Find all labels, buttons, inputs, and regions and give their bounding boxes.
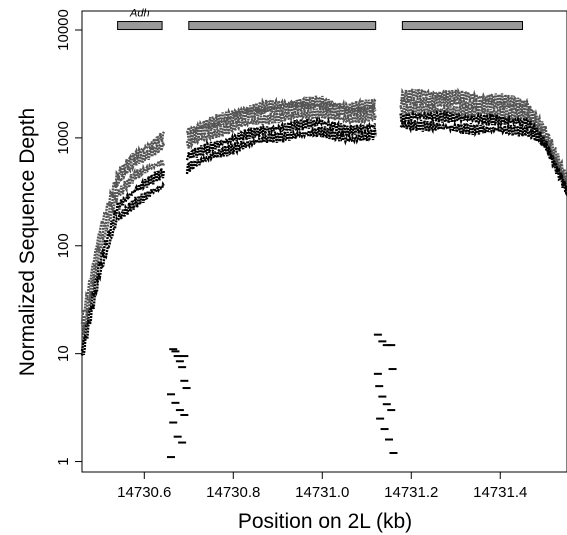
series-group bbox=[80, 86, 567, 356]
y-tick-label-0: 1 bbox=[55, 457, 72, 465]
y-tick-label-3: 1000 bbox=[55, 121, 72, 154]
series-3-segment-1 bbox=[185, 115, 376, 164]
gap-point-13 bbox=[182, 387, 191, 390]
x-tick-label-2: 14731.0 bbox=[295, 484, 349, 501]
gap-point-27 bbox=[389, 452, 398, 455]
y-tick-label-4: 10000 bbox=[55, 9, 72, 51]
gap-point-5 bbox=[180, 355, 189, 358]
series-4-segment-0 bbox=[80, 180, 165, 356]
gap-point-28 bbox=[375, 385, 384, 388]
gap-point-group bbox=[166, 333, 398, 459]
series-2-segment-0 bbox=[81, 156, 166, 346]
gene-bar-1 bbox=[188, 21, 377, 31]
gap-point-23 bbox=[387, 409, 396, 412]
gap-point-10 bbox=[169, 421, 178, 424]
x-axis-title: Position on 2L (kb) bbox=[238, 510, 412, 533]
gap-point-19 bbox=[387, 344, 396, 347]
x-tick-label-0: 14730.6 bbox=[117, 484, 171, 501]
gap-point-12 bbox=[178, 441, 187, 444]
gap-point-7 bbox=[171, 401, 180, 404]
series-4 bbox=[80, 118, 567, 356]
x-axis: 14730.6 14730.8 14731.0 14731.2 14731.4 bbox=[117, 472, 527, 501]
series-0-segment-2 bbox=[399, 86, 567, 185]
gene-bar-label-0: Adh bbox=[129, 8, 150, 20]
gap-point-6 bbox=[166, 393, 175, 396]
y-tick-label-1: 10 bbox=[55, 345, 72, 362]
gene-bar-0 bbox=[117, 21, 163, 31]
gap-point-9 bbox=[180, 414, 189, 417]
x-tick-label-3: 14731.2 bbox=[384, 484, 438, 501]
series-1-segment-1 bbox=[186, 99, 377, 143]
gap-point-22 bbox=[382, 403, 391, 406]
gap-point-17 bbox=[378, 340, 387, 343]
y-tick-label-2: 100 bbox=[55, 233, 72, 258]
gap-point-24 bbox=[376, 417, 385, 420]
gap-point-15 bbox=[180, 379, 189, 382]
gap-point-20 bbox=[373, 372, 382, 375]
x-tick-label-1: 14730.8 bbox=[206, 484, 260, 501]
gap-point-2 bbox=[173, 355, 182, 358]
series-0-segment-0 bbox=[80, 131, 165, 324]
gene-bar-2 bbox=[401, 21, 524, 31]
gene-bar-group: Adh bbox=[117, 8, 524, 31]
gap-point-18 bbox=[382, 344, 391, 347]
series-4-segment-1 bbox=[185, 125, 377, 175]
gap-point-8 bbox=[175, 409, 184, 412]
series-3 bbox=[80, 109, 567, 352]
series-2-segment-1 bbox=[185, 105, 377, 150]
gap-point-3 bbox=[175, 360, 184, 363]
y-axis-title: Normalized Sequence Depth bbox=[16, 108, 39, 377]
gap-point-29 bbox=[388, 368, 397, 371]
y-axis: 1 10 100 1000 10000 bbox=[55, 9, 82, 466]
gap-point-25 bbox=[380, 428, 389, 431]
plot-frame bbox=[81, 10, 567, 473]
series-1-segment-0 bbox=[81, 141, 166, 334]
series-4-segment-2 bbox=[399, 118, 567, 197]
gap-point-0 bbox=[169, 348, 178, 351]
gap-point-21 bbox=[378, 395, 387, 398]
gap-point-14 bbox=[166, 456, 175, 459]
gap-point-11 bbox=[173, 435, 182, 438]
gap-point-16 bbox=[373, 333, 382, 336]
series-3-segment-0 bbox=[80, 168, 166, 352]
x-tick-label-4: 14731.4 bbox=[473, 484, 527, 501]
gap-point-4 bbox=[178, 366, 187, 369]
series-3-segment-2 bbox=[399, 109, 567, 191]
gap-point-26 bbox=[385, 438, 394, 441]
gap-point-1 bbox=[171, 350, 180, 353]
